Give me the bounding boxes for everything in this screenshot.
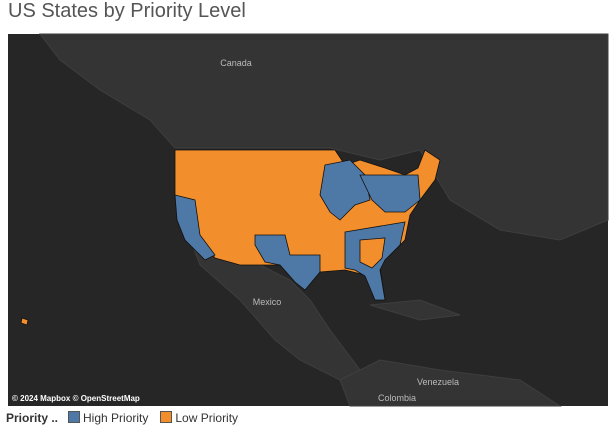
legend-title: Priority .. [6,411,59,425]
legend: Priority .. High Priority Low Priority [6,411,244,425]
state-region [254,234,321,291]
map-label: Canada [220,58,252,68]
state-region [359,174,421,213]
attribution: © 2024 Mapbox © OpenStreetMap [12,394,140,403]
legend-swatch [68,411,81,423]
legend-label: High Priority [83,411,149,425]
states [20,149,441,326]
state-region [359,237,386,269]
map-label: Venezuela [417,377,459,387]
state-region [174,194,216,261]
legend-item[interactable]: High Priority [68,411,148,425]
map-label: Mexico [253,297,282,307]
legend-item[interactable]: Low Priority [160,411,238,425]
state-region [319,159,371,221]
legend-swatch [160,411,173,423]
map-label: Colombia [378,393,416,403]
land [38,33,609,407]
legend-label: Low Priority [175,411,239,425]
state-region [20,317,29,326]
title: US States by Priority Level [8,0,246,22]
